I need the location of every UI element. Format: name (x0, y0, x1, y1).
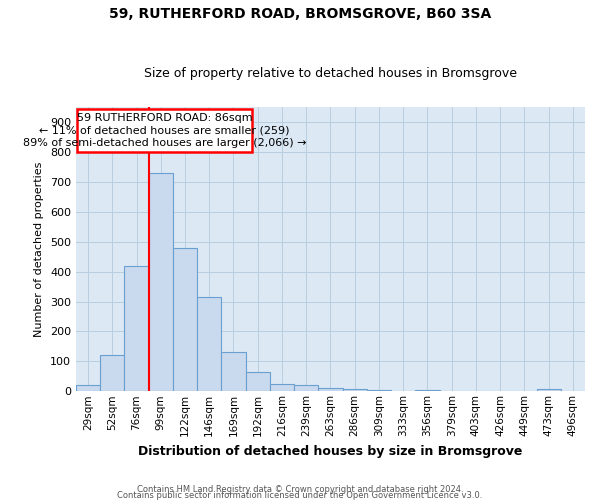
Bar (76, 384, 100, 392)
X-axis label: Distribution of detached houses by size in Bromsgrove: Distribution of detached houses by size … (138, 444, 523, 458)
Title: Size of property relative to detached houses in Bromsgrove: Size of property relative to detached ho… (144, 66, 517, 80)
Bar (415, 390, 440, 392)
Bar (294, 384, 319, 392)
Bar (197, 297, 221, 392)
Bar (100, 355, 124, 392)
Text: Contains HM Land Registry data © Crown copyright and database right 2024.: Contains HM Land Registry data © Crown c… (137, 484, 463, 494)
Bar (77, 108, 251, 152)
Text: 59, RUTHERFORD ROAD, BROMSGROVE, B60 3SA: 59, RUTHERFORD ROAD, BROMSGROVE, B60 3SA (109, 8, 491, 22)
Bar (270, 384, 294, 392)
Bar (536, 389, 561, 392)
Y-axis label: Number of detached properties: Number of detached properties (34, 162, 44, 337)
Bar (343, 389, 367, 392)
Bar (319, 388, 343, 392)
Text: 59 RUTHERFORD ROAD: 86sqm: 59 RUTHERFORD ROAD: 86sqm (77, 113, 252, 123)
Bar (149, 173, 173, 392)
Text: Contains public sector information licensed under the Open Government Licence v3: Contains public sector information licen… (118, 490, 482, 500)
Text: 89% of semi-detached houses are larger (2,066) →: 89% of semi-detached houses are larger (… (23, 138, 306, 148)
Text: ← 11% of detached houses are smaller (259): ← 11% of detached houses are smaller (25… (39, 126, 290, 136)
Bar (221, 352, 245, 392)
Bar (173, 248, 197, 392)
Bar (124, 266, 149, 392)
Bar (245, 372, 270, 392)
Bar (367, 390, 391, 392)
